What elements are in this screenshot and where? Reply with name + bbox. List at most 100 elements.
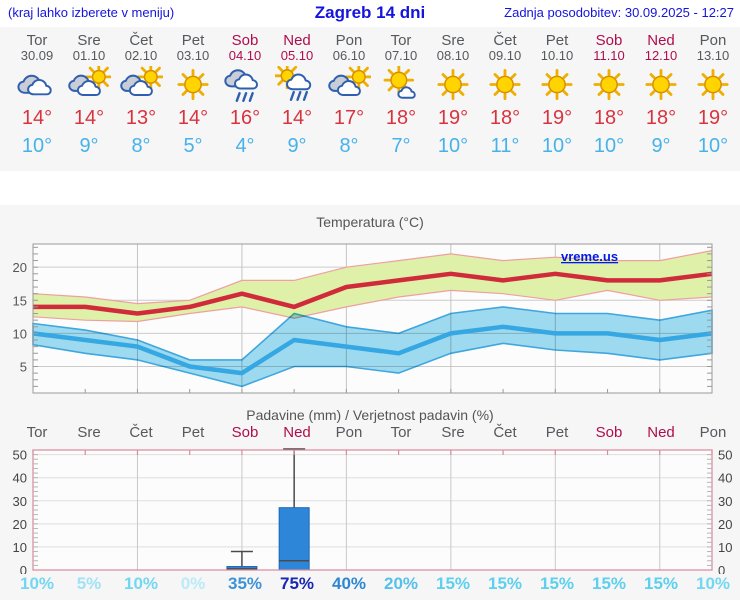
day-name: Sob <box>595 32 623 49</box>
max-temperature: 18° <box>385 107 417 129</box>
min-temperature: 9° <box>651 135 671 157</box>
day-date: 02.10 <box>124 48 158 63</box>
day-column-14: Pon 13.10 19° 10° <box>687 32 739 171</box>
weather-icon-cell <box>639 66 683 103</box>
svg-text:15: 15 <box>13 293 27 308</box>
day-date: 30.09 <box>20 48 54 63</box>
svg-text:10: 10 <box>13 540 27 555</box>
max-temperature: 18° <box>489 107 521 129</box>
precip-day-label: Čet <box>129 424 153 441</box>
precip-day-labels: Tor Sre Čet Pet Sob Ned Pon Tor Sre Čet Pet Sob Ned P… <box>0 424 740 444</box>
day-name: Tor <box>390 32 412 49</box>
precip-day-label: Čet <box>493 424 517 441</box>
day-column-3: Čet 02.10 13° 8° <box>115 32 167 171</box>
temperature-chart-section: Temperatura (°C) 5 10 15 20 vreme.us <box>0 205 740 398</box>
min-temperature: 7° <box>391 135 411 157</box>
precip-day-label: Sob <box>231 424 259 441</box>
max-temperature: 18° <box>593 107 625 129</box>
precip-day-label: Tor <box>26 424 48 441</box>
day-date: 11.10 <box>593 48 625 63</box>
day-name: Čet <box>129 32 153 49</box>
sun-rain-icon <box>273 62 312 101</box>
day-date: 07.10 <box>384 48 418 63</box>
day-date: 08.10 <box>436 48 470 63</box>
svg-text:40: 40 <box>13 471 27 486</box>
temp-min-line <box>32 324 713 376</box>
day-name: Pet <box>181 32 205 49</box>
precip-day-label: Tor <box>390 424 412 441</box>
day-column-6: Ned 05.10 14° 9° <box>271 32 323 171</box>
rain-bar <box>278 507 310 571</box>
day-date: 06.10 <box>332 48 366 63</box>
max-temperature: 14° <box>21 107 53 129</box>
precip-probability: 10% <box>695 574 731 593</box>
precip-probability: 0% <box>180 574 206 593</box>
section-divider <box>0 171 740 205</box>
temperature-chart: 5 10 15 20 vreme.us <box>13 243 713 394</box>
svg-text:0: 0 <box>20 563 27 574</box>
max-temperature: 16° <box>229 107 261 129</box>
weather-icon-cell <box>379 64 423 103</box>
max-temperature: 17° <box>333 107 365 129</box>
day-date: 13.10 <box>696 48 730 63</box>
min-temperature: 11° <box>490 135 520 157</box>
precip-probability: 20% <box>383 574 419 593</box>
svg-text:50: 50 <box>13 448 27 463</box>
page-header: (kraj lahko izberete v meniju) Zagreb 14… <box>0 0 740 27</box>
svg-text:40: 40 <box>718 471 732 486</box>
precipitation-chart: 0 0 10 10 20 20 30 30 40 40 50 50 <box>13 448 733 574</box>
partly-icon <box>68 63 113 96</box>
precip-day-label: Pon <box>699 424 727 441</box>
day-column-9: Sre 08.10 19° 10° <box>427 32 479 171</box>
precip-probability: 5% <box>76 574 102 593</box>
svg-text:0: 0 <box>718 563 725 574</box>
day-column-12: Sob 11.10 18° 10° <box>583 32 635 171</box>
temperature-chart-title: Temperatura (°C) <box>316 214 424 230</box>
precip-probability: 35% <box>227 574 263 593</box>
sunny-icon <box>697 68 729 101</box>
watermark-link[interactable]: vreme.us <box>561 249 618 264</box>
temp-max-line <box>33 271 713 316</box>
sunny-icon <box>177 68 209 101</box>
max-temperature: 14° <box>73 107 105 129</box>
partly-icon <box>328 63 373 96</box>
location-menu-hint: (kraj lahko izberete v meniju) <box>8 5 175 20</box>
precip-probability: 40% <box>331 574 367 593</box>
precip-day-label: Pon <box>335 424 363 441</box>
weather-icon-cell <box>119 63 165 103</box>
day-name: Čet <box>493 32 517 49</box>
max-temperature: 13° <box>125 107 157 129</box>
max-temperature: 18° <box>645 107 677 129</box>
precip-probability: 15% <box>487 574 523 593</box>
svg-text:20: 20 <box>13 517 27 532</box>
weather-icon-cell <box>171 66 215 103</box>
precip-day-label: Sre <box>441 424 465 441</box>
day-column-4: Pet 03.10 14° 5° <box>167 32 219 171</box>
partly-icon <box>120 63 165 96</box>
precip-day-label: Ned <box>647 424 675 441</box>
day-column-8: Tor 07.10 18° 7° <box>375 32 427 171</box>
min-temperature: 10° <box>21 135 53 157</box>
cloudy-icon <box>17 74 52 96</box>
precip-day-label: Pet <box>545 424 569 441</box>
day-column-2: Sre 01.10 14° 9° <box>63 32 115 171</box>
svg-text:50: 50 <box>718 448 732 463</box>
day-date: 05.10 <box>280 48 314 63</box>
day-name: Sob <box>231 32 259 49</box>
day-date: 12.10 <box>644 48 678 63</box>
precipitation-chart-section: Padavine (mm) / Verjetnost padavin (%) T… <box>0 398 740 600</box>
precip-plot-area <box>33 450 712 570</box>
sunny-icon <box>489 68 521 101</box>
min-temperature: 9° <box>79 135 99 157</box>
sunny-icon <box>437 68 469 101</box>
day-name: Sre <box>77 32 101 49</box>
sunny-icon <box>645 68 677 101</box>
page-title: Zagreb 14 dni <box>314 3 426 22</box>
weather-icon-cell <box>483 66 527 103</box>
day-date: 03.10 <box>176 48 210 63</box>
min-temperature: 10° <box>437 135 469 157</box>
precip-probability: 15% <box>643 574 679 593</box>
day-name: Pet <box>545 32 569 49</box>
forecast-strip: Tor 30.09 14° 10° Sre 01.10 14° 9° Čet 02.10 13° 8°… <box>0 27 740 171</box>
day-column-5: Sob 04.10 16° 4° <box>219 32 271 171</box>
